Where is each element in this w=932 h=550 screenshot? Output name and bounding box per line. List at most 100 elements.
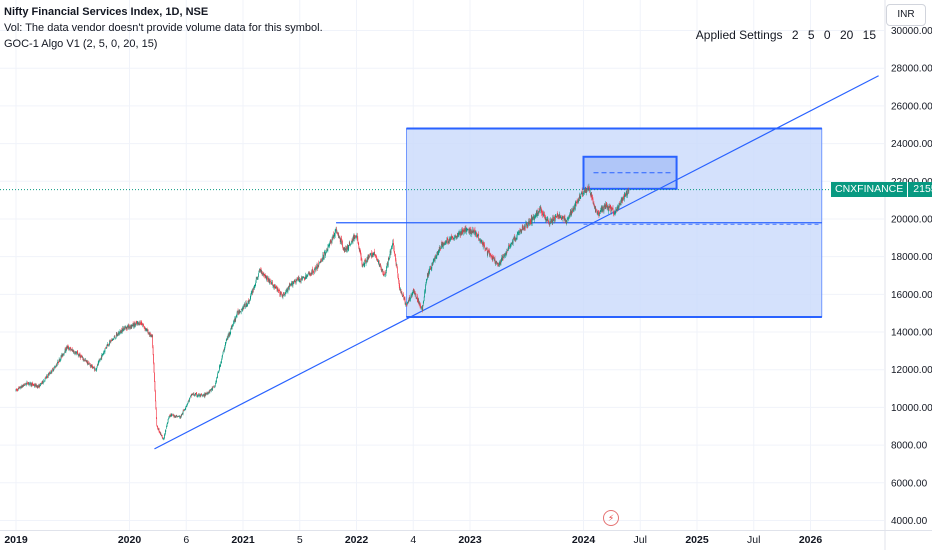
candle [116,331,118,336]
candle [101,355,102,360]
candle [452,236,454,239]
candle-body [353,236,355,239]
candle [457,232,459,237]
candle-body [33,384,35,386]
candle-body [152,346,154,355]
lightning-icon[interactable]: ⚡ [603,510,619,526]
candle [276,285,278,292]
candle-body [272,284,274,287]
candle-body [365,262,367,265]
candle [302,276,304,278]
candle [523,225,524,231]
candle [454,234,456,240]
currency-button[interactable]: INR [886,4,926,26]
candle [356,234,357,239]
candle [600,207,602,213]
candle-body [52,368,53,372]
candle [47,373,48,378]
candle-body [203,394,204,396]
candle [463,228,465,233]
candle-body [292,281,293,286]
candle [53,369,54,372]
candle [471,230,472,235]
candle-body [385,272,387,274]
candle-body [313,271,315,273]
candle [431,262,433,271]
candle [112,339,114,341]
candle [464,227,465,235]
candle-body [523,227,524,230]
candle-body [372,253,373,257]
candle-body [579,195,580,199]
candle [553,219,554,222]
candle-body [156,425,158,427]
y-tick-label: 6000.00 [891,478,928,489]
candle-body [171,414,173,415]
candle-body [48,374,49,376]
candle-body [79,354,80,357]
candle-body [190,395,192,397]
candle [593,201,595,207]
candle [92,365,94,369]
candle-body [226,337,228,340]
candle [185,407,186,411]
candle [583,191,584,197]
candle [540,205,542,209]
candle-body [233,320,235,323]
candle-body [126,326,128,327]
candle-body [209,391,210,393]
candle-body [205,394,207,396]
candle-body [410,294,412,298]
candle-body [495,261,496,265]
candle-body [423,296,425,301]
candle-body [610,209,612,212]
candle [613,210,615,217]
candle-body [344,248,346,250]
candle-body [587,187,589,189]
candle [512,237,514,247]
candle [488,249,489,253]
candle-body [595,206,596,212]
candle [333,235,335,238]
indicator-label[interactable]: GOC-1 Algo V1 (2, 5, 0, 20, 15) [4,38,158,50]
symbol-title[interactable]: Nifty Financial Services Index, 1D, NSE [4,6,209,18]
candle-body [58,362,59,363]
candle [37,385,39,389]
candle-body [422,306,424,311]
candle [477,234,479,237]
candle-body [115,337,117,338]
candle [293,281,294,284]
candle [35,383,36,388]
candle-body [383,273,385,276]
candle [371,255,373,258]
candle-body [94,368,96,370]
candle-body [341,238,342,244]
candle-body [366,261,367,262]
candle [37,385,39,389]
candle-body [73,351,74,353]
candle [550,217,552,223]
candle-body [114,336,115,338]
candle [54,366,56,369]
candle [149,331,151,337]
candle-body [474,229,476,235]
candle-body [59,359,61,362]
candle-body [213,386,214,388]
candle-body [112,339,114,340]
candle [280,291,281,296]
candle [348,245,350,251]
candle [153,362,155,373]
candle [556,216,558,218]
candle [249,299,250,304]
candle-body [294,280,296,282]
candle [269,277,270,284]
candle [83,360,85,362]
candle-body [603,208,604,211]
candle [554,216,556,223]
candle-body [270,282,271,284]
candle-body [602,207,603,212]
y-tick-label: 18000.00 [891,252,932,263]
candle [378,260,380,267]
candle [498,263,499,267]
